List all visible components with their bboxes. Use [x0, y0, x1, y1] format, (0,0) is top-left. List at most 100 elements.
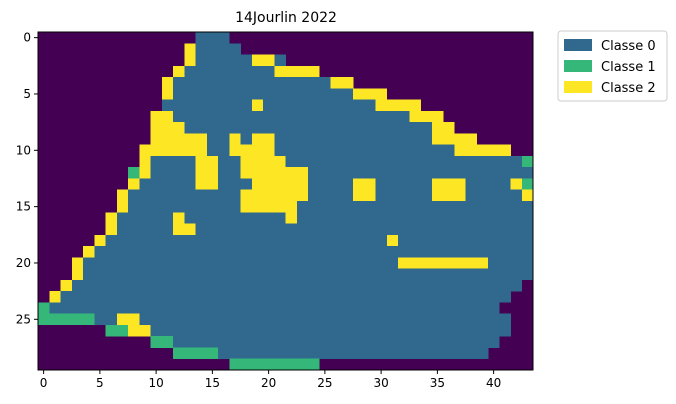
heatmap-cell: [364, 212, 376, 224]
heatmap-cell: [49, 302, 61, 314]
heatmap-cell: [240, 358, 253, 371]
heatmap-cell: [173, 313, 185, 326]
heatmap-cell: [296, 257, 309, 269]
heatmap-cell: [206, 133, 219, 145]
heatmap-cell: [285, 246, 298, 258]
heatmap-cell: [420, 223, 433, 236]
heatmap-cell: [521, 234, 534, 247]
heatmap-cell: [319, 336, 331, 348]
heatmap-cell: [251, 65, 264, 78]
heatmap-cell: [319, 279, 331, 292]
heatmap-cell: [195, 99, 208, 112]
heatmap-cell: [150, 279, 163, 292]
heatmap-cell: [150, 234, 163, 247]
heatmap-cell: [105, 324, 118, 337]
heatmap-cell: [251, 268, 264, 281]
heatmap-cell: [330, 77, 343, 89]
heatmap-cell: [330, 313, 343, 326]
heatmap-cell: [465, 223, 478, 236]
heatmap-cell: [398, 257, 410, 269]
heatmap-cell: [443, 291, 455, 303]
heatmap-cell: [386, 167, 399, 179]
heatmap-cell: [488, 257, 500, 269]
heatmap-cell: [319, 189, 331, 202]
heatmap-cell: [476, 201, 489, 213]
heatmap-cell: [251, 54, 264, 67]
heatmap-cell: [240, 347, 253, 360]
heatmap-cell: [49, 313, 61, 326]
heatmap-cell: [195, 246, 208, 258]
heatmap-cell: [251, 347, 264, 360]
heatmap-cell: [476, 155, 489, 168]
heatmap-cell: [353, 212, 365, 224]
heatmap-cell: [330, 336, 343, 348]
heatmap-cell: [443, 178, 455, 191]
heatmap-cell: [443, 246, 455, 258]
x-tick-label: 20: [261, 376, 276, 390]
heatmap-cell: [364, 122, 376, 134]
heatmap-cell: [218, 212, 230, 224]
heatmap-cell: [319, 313, 331, 326]
heatmap-cell: [195, 347, 208, 360]
heatmap-cell: [398, 122, 410, 134]
heatmap-cell: [353, 279, 365, 292]
heatmap-cell: [218, 324, 230, 337]
heatmap-cell: [353, 223, 365, 236]
heatmap-cell: [240, 122, 253, 134]
heatmap-cell: [229, 313, 241, 326]
x-tick-label: 0: [40, 376, 48, 390]
heatmap-cell: [184, 133, 196, 145]
heatmap-cell: [510, 167, 523, 179]
heatmap-cell: [308, 257, 320, 269]
heatmap-cell: [510, 178, 523, 191]
heatmap-cell: [229, 223, 241, 236]
heatmap-cell: [195, 257, 208, 269]
heatmap-cell: [465, 268, 478, 281]
heatmap-cell: [240, 99, 253, 112]
legend: Classe 0 Classe 1 Classe 2: [557, 30, 668, 102]
heatmap-cell: [218, 234, 230, 247]
heatmap-cell: [251, 302, 264, 314]
heatmap-cell: [409, 324, 421, 337]
heatmap-cell: [195, 234, 208, 247]
heatmap-cell: [184, 246, 196, 258]
heatmap-cell: [173, 302, 185, 314]
heatmap-cell: [263, 324, 275, 337]
heatmap-cell: [161, 313, 174, 326]
heatmap-cell: [431, 234, 444, 247]
heatmap-cell: [105, 291, 118, 303]
heatmap-cell: [206, 234, 219, 247]
heatmap-cell: [454, 201, 466, 213]
heatmap-cell: [229, 54, 241, 67]
heatmap-cell: [150, 133, 163, 145]
heatmap-cell: [274, 347, 286, 360]
heatmap-cell: [195, 43, 208, 55]
heatmap-cell: [173, 133, 185, 145]
heatmap-cell: [206, 110, 219, 123]
heatmap-cell: [364, 110, 376, 123]
heatmap-cell: [274, 302, 286, 314]
heatmap-cell: [499, 324, 511, 337]
heatmap-cell: [454, 189, 466, 202]
heatmap-cell: [454, 324, 466, 337]
heatmap-cell: [409, 122, 421, 134]
heatmap-cell: [398, 155, 410, 168]
heatmap-cell: [443, 336, 455, 348]
heatmap-cell: [420, 110, 433, 123]
heatmap-cell: [206, 189, 219, 202]
heatmap-cell: [173, 178, 185, 191]
heatmap-cell: [420, 133, 433, 145]
heatmap-cell: [274, 234, 286, 247]
heatmap-cell: [161, 133, 174, 145]
heatmap-cell: [308, 144, 320, 157]
heatmap-cell: [296, 155, 309, 168]
heatmap-cell: [274, 212, 286, 224]
heatmap-cell: [431, 201, 444, 213]
heatmap-cell: [330, 155, 343, 168]
heatmap-cell: [364, 246, 376, 258]
heatmap-cell: [240, 167, 253, 179]
heatmap-cell: [150, 155, 163, 168]
y-tick-label: 0: [23, 31, 31, 45]
heatmap-cell: [285, 122, 298, 134]
heatmap-cell: [521, 178, 534, 191]
